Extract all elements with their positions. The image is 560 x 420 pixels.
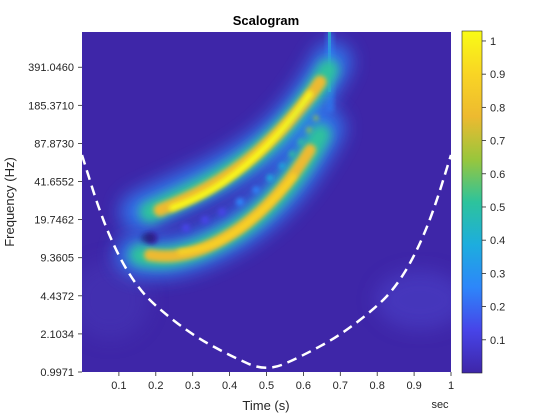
low-energy-region xyxy=(375,270,451,330)
x-axis: 0.1 0.2 0.3 0.4 0.5 0.6 0.7 0.8 0.9 1 xyxy=(111,372,454,392)
y-tick-label: 41.6552 xyxy=(34,177,74,189)
colorbar-tick-label: 0.8 xyxy=(490,102,505,114)
colorbar-gradient xyxy=(461,30,483,374)
plot-area xyxy=(82,32,451,372)
colorbar-tick-label: 0.2 xyxy=(490,302,505,314)
colorbar-ticks: 0.1 0.2 0.3 0.4 0.5 0.6 0.7 0.8 0.9 1 xyxy=(482,36,505,347)
y-tick-label: 87.8730 xyxy=(34,138,74,150)
colorbar-tick-label: 0.6 xyxy=(490,169,505,181)
x-tick-label: 0.8 xyxy=(370,380,385,392)
y-tick-label: 185.3710 xyxy=(28,100,74,112)
colorbar: 0.1 0.2 0.3 0.4 0.5 0.6 0.7 0.8 0.9 1 xyxy=(461,30,505,374)
x-tick-label: 0.6 xyxy=(296,380,311,392)
colorbar-tick-label: 0.9 xyxy=(490,69,505,81)
chart-title: Scalogram xyxy=(233,13,299,28)
y-tick-label: 4.4372 xyxy=(40,291,74,303)
x-unit-label: sec xyxy=(431,399,449,411)
x-tick-label: 0.4 xyxy=(222,380,237,392)
y-tick-label: 391.0460 xyxy=(28,62,74,74)
colorbar-tick-label: 0.1 xyxy=(490,335,505,347)
upper-ridge-peak xyxy=(169,91,313,211)
colorbar-tick-label: 0.7 xyxy=(490,136,505,148)
x-tick-label: 0.1 xyxy=(111,380,126,392)
heatmap-energy xyxy=(82,32,451,340)
y-tick-label: 0.9971 xyxy=(40,367,74,379)
x-axis-label: Time (s) xyxy=(242,398,289,413)
colorbar-tick-label: 1 xyxy=(490,36,496,48)
y-tick-label: 9.3605 xyxy=(40,253,74,265)
x-tick-label: 1 xyxy=(448,380,454,392)
y-tick-label: 2.1034 xyxy=(40,329,74,341)
colorbar-tick-label: 0.3 xyxy=(490,268,505,280)
x-tick-label: 0.5 xyxy=(259,380,274,392)
lower-ridge-peak xyxy=(177,173,297,255)
colorbar-tick-label: 0.5 xyxy=(490,202,505,214)
x-tick-label: 0.7 xyxy=(333,380,348,392)
y-tick-label: 19.7462 xyxy=(34,215,74,227)
x-tick-label: 0.2 xyxy=(148,380,163,392)
dark-spot xyxy=(141,233,155,243)
y-axis: 0.9971 2.1034 4.4372 9.3605 19.7462 41.6552 87… xyxy=(28,62,82,379)
y-axis-label: Frequency (Hz) xyxy=(2,157,17,247)
cone-of-influence xyxy=(82,154,451,369)
interference-beads xyxy=(146,115,319,244)
x-tick-label: 0.9 xyxy=(406,380,421,392)
colorbar-tick-label: 0.4 xyxy=(490,235,505,247)
x-tick-label: 0.3 xyxy=(185,380,200,392)
